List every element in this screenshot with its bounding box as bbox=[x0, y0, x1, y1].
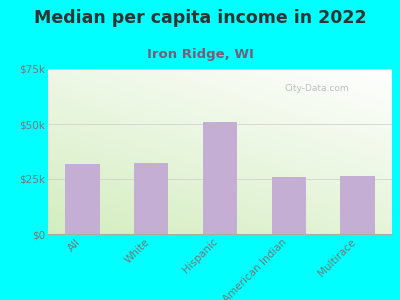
Bar bbox=[203, 122, 237, 234]
Text: Iron Ridge, WI: Iron Ridge, WI bbox=[146, 48, 254, 61]
Text: City-Data.com: City-Data.com bbox=[284, 84, 349, 93]
Bar bbox=[134, 163, 168, 234]
Bar bbox=[272, 177, 306, 234]
Text: Median per capita income in 2022: Median per capita income in 2022 bbox=[34, 9, 366, 27]
Bar bbox=[340, 176, 375, 234]
Bar bbox=[65, 164, 100, 234]
